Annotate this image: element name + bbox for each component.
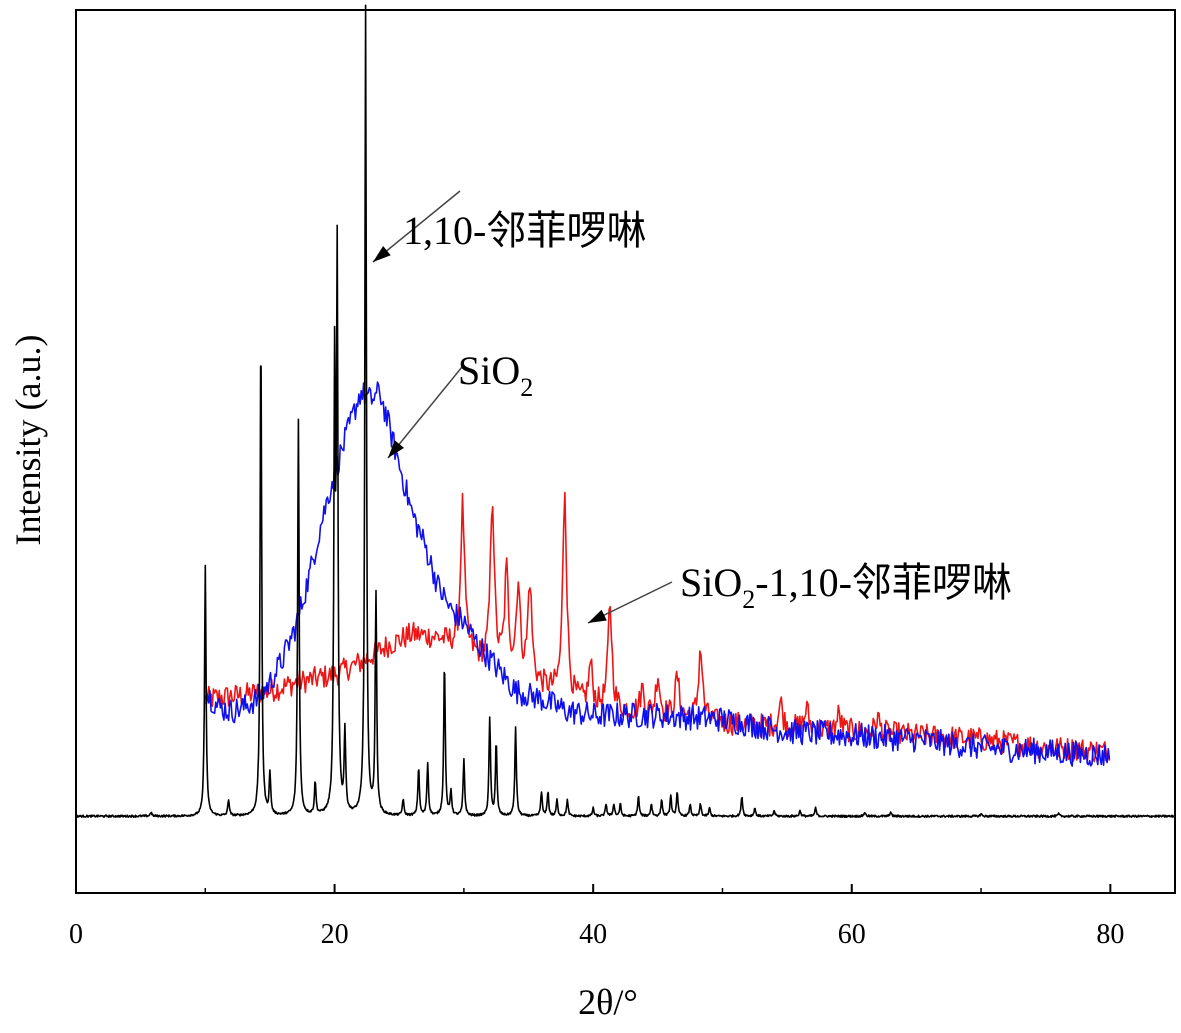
arrow-phenanthroline-head [373, 245, 391, 262]
arrow-phenanthroline-shaft [372, 190, 461, 263]
annotation-composite-suffix: -1,10-邻菲啰啉 [755, 560, 1012, 605]
arrow-composite-head [588, 609, 607, 623]
annotation-arrows [372, 190, 673, 624]
series-line-composite [204, 491, 1111, 764]
x-axis-title: 2θ/° [578, 982, 638, 1022]
arrow-composite [587, 581, 673, 624]
x-axis-ticks: 0 20 40 60 80 [69, 884, 1124, 950]
arrow-sio2-head [388, 440, 405, 458]
x-tick-label: 20 [321, 919, 349, 950]
plot-frame [75, 9, 1176, 894]
x-tick-label: 40 [579, 919, 607, 950]
series-line-phenanthroline [75, 4, 1176, 819]
annotation-phenanthroline: 1,10-邻菲啰啉 [403, 208, 646, 253]
x-tick-label: 80 [1096, 919, 1124, 950]
annotation-composite-subscript: 2 [742, 585, 755, 614]
y-axis-title: Intensity (a.u.) [8, 335, 48, 546]
annotation-sio2-base: SiO [458, 348, 520, 393]
series-layer [75, 4, 1176, 819]
series-line-sio2 [204, 381, 1111, 767]
x-tick-label: 0 [69, 919, 83, 950]
x-tick-label: 60 [838, 919, 866, 950]
arrow-phenanthroline [372, 190, 461, 263]
annotation-sio2: SiO2 [458, 348, 533, 402]
annotation-sio2-phenanthroline: SiO2-1,10-邻菲啰啉 [680, 560, 1012, 614]
arrow-sio2 [387, 366, 463, 459]
annotation-sio2-subscript: 2 [520, 373, 533, 402]
arrow-sio2-shaft [387, 366, 463, 459]
annotation-composite-base: SiO [680, 560, 742, 605]
